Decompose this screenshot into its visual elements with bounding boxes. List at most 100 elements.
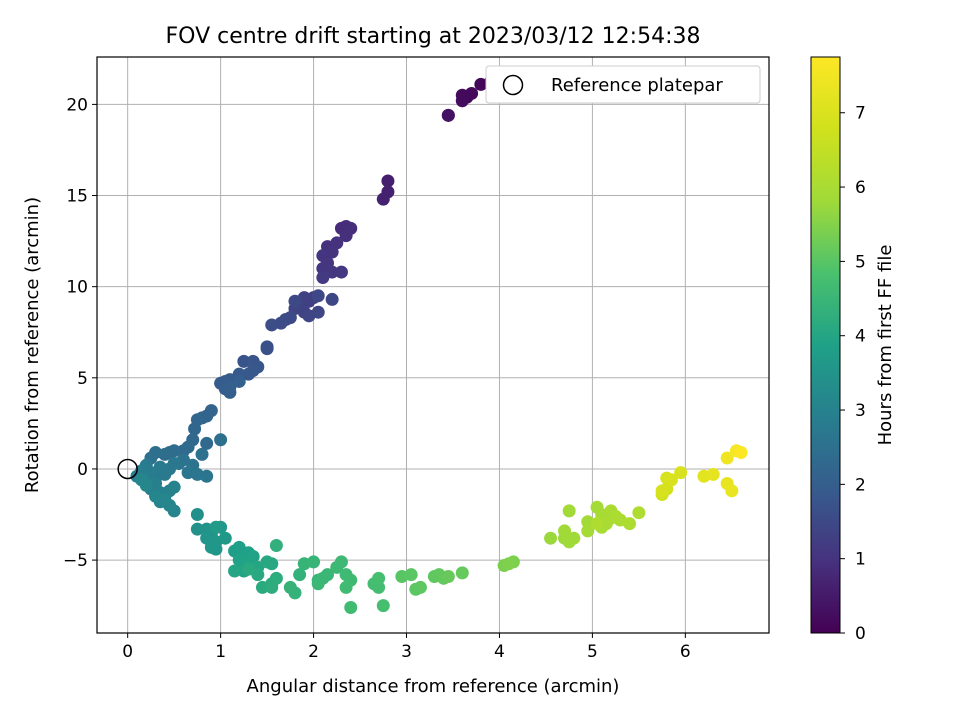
data-point — [376, 599, 390, 613]
data-point — [311, 305, 325, 319]
data-point — [720, 451, 734, 465]
data-point — [283, 580, 297, 594]
y-tick-label: 5 — [77, 369, 88, 389]
y-axis-label: Rotation from reference (arcmin) — [22, 197, 43, 493]
x-tick-label: 0 — [122, 642, 133, 662]
x-tick-label: 3 — [401, 642, 412, 662]
data-point — [188, 422, 202, 436]
data-point — [316, 271, 330, 285]
data-point — [344, 600, 358, 614]
data-point — [209, 520, 223, 534]
colorbar — [810, 56, 841, 634]
y-axis-ticks: −5 0 5 10 15 20 — [63, 95, 97, 571]
plot-frame — [96, 56, 770, 634]
data-point — [237, 354, 251, 368]
data-point — [190, 522, 204, 536]
data-point — [260, 340, 274, 354]
data-point — [372, 580, 386, 594]
x-tick-label: 1 — [215, 642, 226, 662]
gridlines — [97, 57, 769, 633]
data-point — [381, 174, 395, 188]
data-point — [311, 289, 325, 303]
data-point — [664, 473, 678, 487]
data-point — [339, 229, 353, 243]
data-point — [581, 524, 595, 538]
data-point — [190, 467, 204, 481]
x-axis-label: Angular distance from reference (arcmin) — [247, 676, 620, 697]
data-point — [218, 531, 232, 545]
data-point — [413, 580, 427, 594]
data-point — [190, 508, 204, 522]
y-tick-label: −5 — [63, 551, 88, 571]
data-point — [734, 446, 748, 460]
data-point — [265, 318, 279, 332]
data-point — [204, 540, 218, 554]
data-point — [269, 539, 283, 553]
colorbar-tick-label: 5 — [855, 252, 866, 272]
data-point — [232, 374, 246, 388]
reference-platepar-marker — [117, 458, 138, 480]
data-point — [562, 504, 576, 518]
data-point — [288, 294, 302, 308]
data-point — [441, 108, 455, 122]
data-point — [293, 568, 307, 582]
data-point — [544, 531, 558, 545]
data-point — [376, 192, 390, 206]
data-point — [674, 466, 688, 480]
data-point — [265, 557, 279, 571]
data-point — [567, 531, 581, 545]
data-point — [623, 517, 637, 531]
data-point — [325, 292, 339, 306]
data-point — [195, 447, 209, 461]
colorbar-tick-label: 2 — [855, 475, 866, 495]
chart-title: FOV centre drift starting at 2023/03/12 … — [166, 24, 701, 49]
data-point — [176, 444, 190, 458]
y-tick-label: 0 — [77, 460, 88, 480]
data-point — [228, 564, 242, 578]
data-point — [242, 367, 256, 381]
colorbar-tick-label: 6 — [855, 178, 866, 198]
y-tick-label: 20 — [66, 95, 88, 115]
reference-marker-legend — [502, 74, 524, 96]
data-point — [655, 484, 669, 498]
data-point — [334, 555, 348, 569]
x-tick-label: 6 — [680, 642, 691, 662]
data-point — [135, 473, 149, 487]
colorbar-tick-label: 4 — [855, 327, 866, 347]
data-point — [242, 562, 256, 576]
data-point — [706, 467, 720, 481]
data-point — [307, 555, 321, 569]
data-point — [167, 480, 181, 494]
data-point — [339, 580, 353, 594]
y-tick-label: 15 — [66, 187, 88, 207]
data-point — [590, 517, 604, 531]
colorbar-tick-label: 3 — [855, 401, 866, 421]
data-point — [372, 571, 386, 585]
colorbar-tick-label: 0 — [855, 624, 866, 644]
data-point — [334, 265, 348, 279]
data-point — [441, 569, 455, 583]
colorbar-label: Hours from first FF file — [875, 245, 896, 446]
x-axis-ticks: 0 1 2 3 4 5 6 — [122, 633, 691, 662]
data-point — [465, 86, 479, 100]
legend-box — [485, 65, 761, 104]
data-point — [455, 566, 469, 580]
y-tick-label: 10 — [66, 278, 88, 298]
data-point — [214, 433, 228, 447]
data-point — [558, 524, 572, 538]
data-point — [149, 489, 163, 503]
legend-entry-reference: Reference platepar — [551, 75, 723, 96]
data-point — [265, 580, 279, 594]
colorbar-ticks: 0 1 2 3 4 5 6 7 — [840, 104, 866, 644]
x-tick-label: 5 — [587, 642, 598, 662]
x-tick-label: 4 — [494, 642, 505, 662]
data-point — [200, 436, 214, 450]
data-points — [117, 74, 748, 614]
legend: Reference platepar — [485, 65, 761, 104]
data-point — [167, 504, 181, 518]
colorbar-tick-label: 1 — [855, 550, 866, 570]
data-point — [404, 568, 418, 582]
colorbar-tick-label: 7 — [855, 104, 866, 124]
x-tick-label: 2 — [308, 642, 319, 662]
